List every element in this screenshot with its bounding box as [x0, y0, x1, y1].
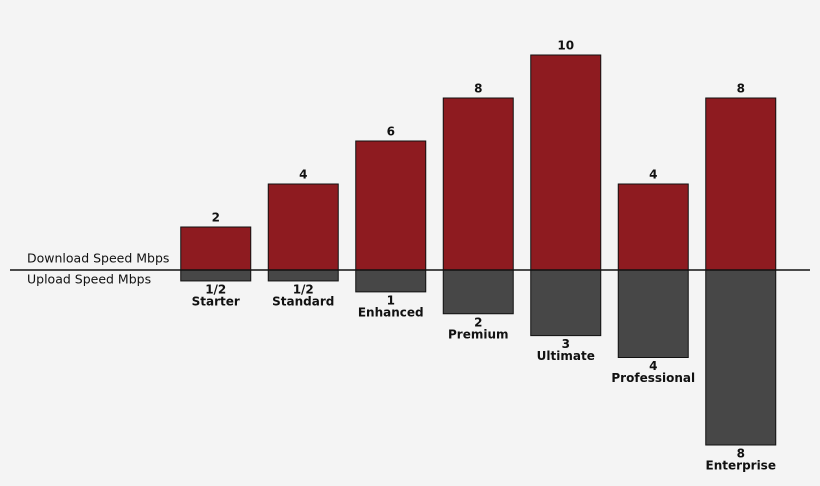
- bar: [705, 269, 777, 446]
- series-label: Upload Speed Mbps: [27, 272, 151, 287]
- data-label: 6: [387, 125, 395, 139]
- category-label: Professional: [611, 371, 695, 385]
- bar: [180, 269, 252, 282]
- bar: [617, 183, 689, 271]
- category-label: Standard: [272, 294, 334, 308]
- data-label: 8: [474, 82, 482, 96]
- bar: [705, 97, 777, 271]
- data-label: 3: [562, 337, 570, 351]
- data-label: 1/2: [293, 282, 314, 296]
- data-label: 1/2: [205, 282, 226, 296]
- bar: [442, 269, 514, 315]
- bar: [355, 140, 427, 271]
- data-label: 8: [737, 447, 745, 461]
- bar: [267, 269, 339, 282]
- category-label: Starter: [192, 294, 240, 308]
- bar: [267, 183, 339, 271]
- data-label: 1: [387, 293, 395, 307]
- bar: [617, 269, 689, 358]
- data-label: 4: [649, 168, 657, 182]
- category-label: Enhanced: [358, 305, 424, 319]
- bar: [180, 226, 252, 271]
- data-label: 10: [557, 39, 574, 53]
- bar: [530, 269, 602, 337]
- category-label: Enterprise: [706, 459, 776, 473]
- category-label: Ultimate: [537, 349, 595, 363]
- category-label: Premium: [448, 327, 509, 341]
- bar: [530, 54, 602, 271]
- data-label: 2: [474, 315, 482, 329]
- data-label: 2: [212, 211, 220, 225]
- data-label: 4: [299, 168, 307, 182]
- bar: [355, 269, 427, 293]
- series-label: Download Speed Mbps: [27, 251, 169, 266]
- data-label: 4: [649, 359, 657, 373]
- data-label: 8: [737, 82, 745, 96]
- bar: [442, 97, 514, 271]
